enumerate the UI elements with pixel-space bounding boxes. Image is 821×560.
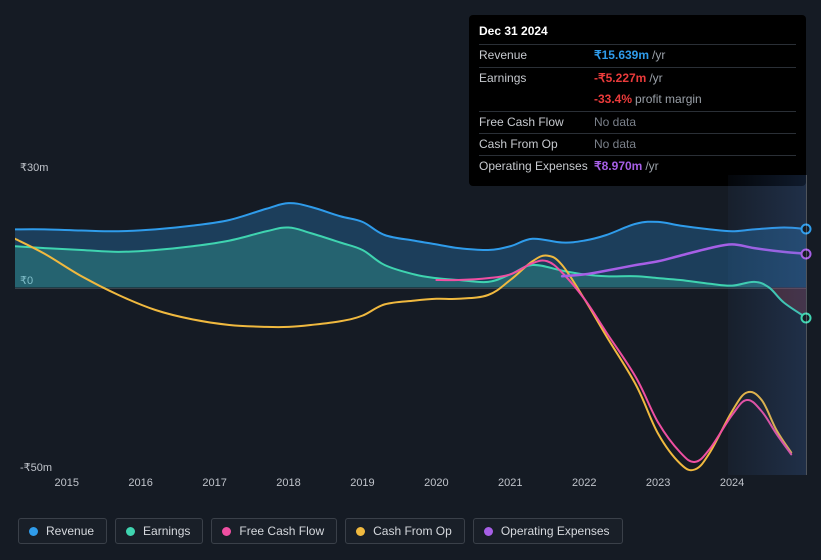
legend-item-revenue[interactable]: Revenue [18,518,107,544]
chart-svg [15,175,806,475]
tooltip-row-label: Earnings [479,70,594,87]
legend-item-operating_expenses[interactable]: Operating Expenses [473,518,623,544]
legend-dot-icon [29,527,38,536]
tooltip-row-value: -₹5.227m/yr [594,70,796,87]
legend-item-label: Cash From Op [373,524,452,538]
legend-item-free_cash_flow[interactable]: Free Cash Flow [211,518,337,544]
chart-container: Dec 31 2024 Revenue₹15.639m/yrEarnings-₹… [0,0,821,560]
tooltip-row: Free Cash FlowNo data [479,111,796,133]
y-axis-tick-label: ₹30m [20,161,48,174]
legend-item-label: Free Cash Flow [239,524,324,538]
tooltip-row-value: ₹15.639m/yr [594,47,796,64]
legend-dot-icon [222,527,231,536]
tooltip-row-value: ₹8.970m/yr [594,158,796,175]
series-end-dot-revenue [801,224,812,235]
x-axis-tick-label: 2017 [202,477,226,489]
tooltip-row-value: No data [594,114,796,131]
tooltip-row-label: Revenue [479,47,594,64]
x-axis-tick-label: 2022 [572,477,596,489]
legend-dot-icon [484,527,493,536]
tooltip-row-extra: -33.4%profit margin [479,89,796,110]
series-end-dot-earnings [801,312,812,323]
x-axis-tick-label: 2016 [128,477,152,489]
legend-item-label: Earnings [143,524,190,538]
x-axis: 2015 2016 2017 2018 2019 2020 2021 2022 2023 2024 [15,477,806,497]
tooltip-row-label: Operating Expenses [479,158,594,175]
x-axis-tick-label: 2015 [54,477,78,489]
x-axis-tick-label: 2024 [720,477,744,489]
tooltip-row: Cash From OpNo data [479,133,796,155]
legend-item-label: Revenue [46,524,94,538]
tooltip-row: Revenue₹15.639m/yr [479,44,796,66]
chart-plot-area[interactable] [15,175,806,475]
tooltip-row: Earnings-₹5.227m/yr [479,67,796,89]
x-axis-tick-label: 2018 [276,477,300,489]
tooltip-row-label: Cash From Op [479,136,594,153]
legend-dot-icon [356,527,365,536]
legend-item-earnings[interactable]: Earnings [115,518,203,544]
legend-item-label: Operating Expenses [501,524,610,538]
series-end-dot-operating_expenses [801,248,812,259]
x-axis-tick-label: 2023 [646,477,670,489]
tooltip-rows: Revenue₹15.639m/yrEarnings-₹5.227m/yr-33… [479,44,796,177]
x-axis-tick-label: 2020 [424,477,448,489]
hover-guideline [806,175,807,475]
legend-dot-icon [126,527,135,536]
x-axis-tick-label: 2019 [350,477,374,489]
legend-item-cash_from_op[interactable]: Cash From Op [345,518,465,544]
series-line-free_cash_flow [436,260,791,462]
x-axis-tick-label: 2021 [498,477,522,489]
tooltip-row-value: No data [594,136,796,153]
chart-legend: Revenue Earnings Free Cash Flow Cash From O… [18,518,623,544]
tooltip-row-label: Free Cash Flow [479,114,594,131]
chart-tooltip: Dec 31 2024 Revenue₹15.639m/yrEarnings-₹… [469,15,806,186]
tooltip-date: Dec 31 2024 [479,21,796,44]
